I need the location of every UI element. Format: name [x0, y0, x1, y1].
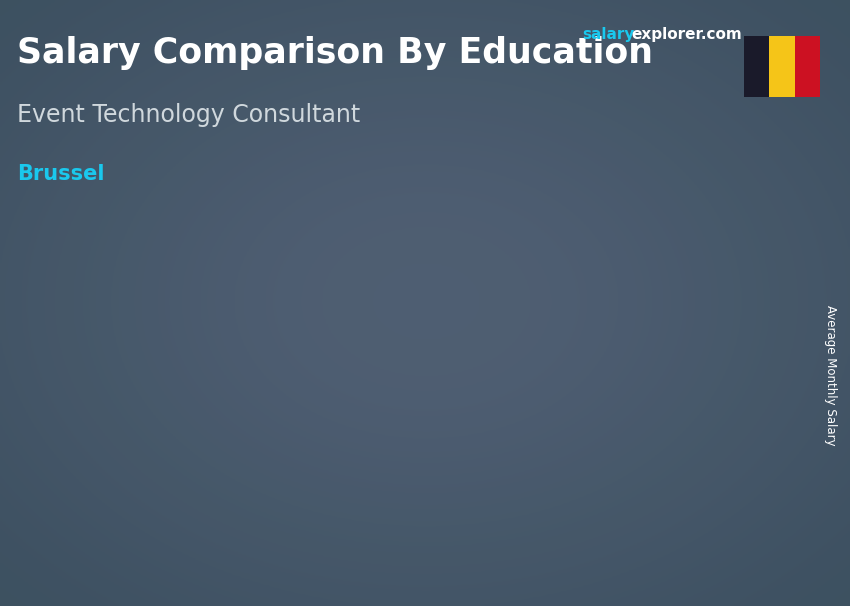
Polygon shape — [614, 168, 682, 483]
Polygon shape — [436, 228, 513, 243]
Text: High School: High School — [61, 498, 178, 515]
Polygon shape — [326, 303, 336, 483]
Polygon shape — [258, 318, 326, 483]
Text: Salary Comparison By Education: Salary Comparison By Education — [17, 36, 653, 70]
Text: Average Monthly Salary: Average Monthly Salary — [824, 305, 837, 446]
Text: 3,950 EUR: 3,950 EUR — [37, 312, 138, 330]
Text: 8,830 EUR: 8,830 EUR — [570, 138, 671, 156]
Polygon shape — [503, 228, 513, 483]
Text: +45%: +45% — [334, 197, 428, 225]
Text: Master's
Degree: Master's Degree — [610, 498, 694, 536]
Text: Bachelor's
Degree: Bachelor's Degree — [424, 498, 525, 536]
Polygon shape — [81, 328, 158, 342]
Text: explorer.com: explorer.com — [632, 27, 742, 42]
Text: Brussel: Brussel — [17, 164, 105, 184]
Polygon shape — [682, 155, 691, 483]
Text: +18%: +18% — [156, 252, 250, 280]
Polygon shape — [81, 342, 148, 483]
Text: Certificate or
Diploma: Certificate or Diploma — [232, 498, 362, 536]
Polygon shape — [148, 328, 158, 483]
Text: salary: salary — [582, 27, 635, 42]
Polygon shape — [436, 243, 503, 483]
Text: +31%: +31% — [512, 136, 606, 165]
Polygon shape — [614, 155, 691, 168]
Polygon shape — [258, 303, 336, 318]
Text: 6,740 EUR: 6,740 EUR — [393, 213, 493, 230]
Text: 4,650 EUR: 4,650 EUR — [215, 287, 315, 305]
Text: Event Technology Consultant: Event Technology Consultant — [17, 103, 360, 127]
